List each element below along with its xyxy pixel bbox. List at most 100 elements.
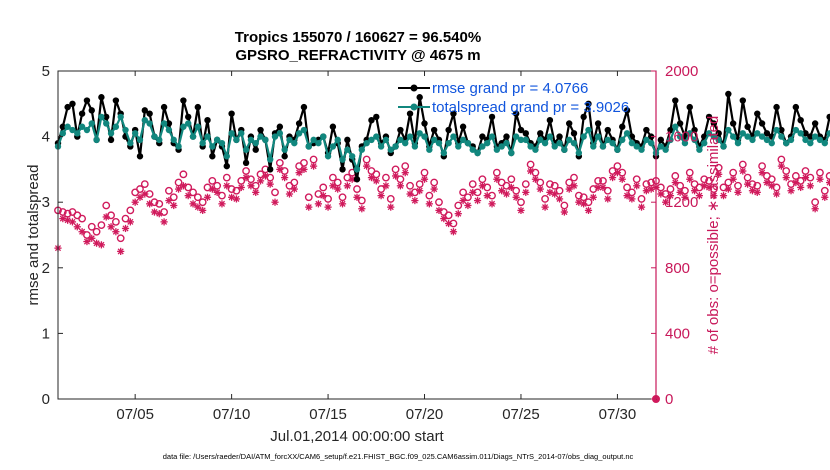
x-tick-label: 07/05 [116,406,154,423]
totalspread-point [421,133,428,140]
totalspread-point [532,146,539,153]
rmse-point [209,153,216,160]
obs-possible-point [324,195,332,203]
obs-assimilated-point [459,196,467,205]
obs-assimilated-point [657,190,665,198]
obs-assimilated-point [662,198,670,206]
obs-assimilated-point [411,196,419,205]
x-tick-label: 07/15 [309,406,347,423]
x-tick-label: 07/25 [502,406,540,423]
obs-assimilated-point [772,190,781,198]
x-tick-label: 07/30 [599,406,637,423]
obs-possible-point [97,221,106,230]
rmse-point [556,133,563,140]
obs-assimilated-point [107,223,115,231]
x-tick-label: 07/20 [406,406,444,423]
totalspread-point [474,149,481,157]
y-tick-label-right: 1200 [665,194,698,211]
totalspread-point [469,146,476,153]
y-tick-label-right: 0 [665,391,673,408]
obs-assimilated-point [589,193,597,201]
obs-assimilated-point [690,187,699,195]
rmse-point [223,162,230,170]
rmse-point [266,166,274,173]
obs-assimilated-point [160,218,168,226]
obs-assimilated-point [676,188,684,196]
obs-assimilated-point [637,203,646,211]
obs-assimilated-point [121,224,130,233]
rmse-point [797,117,804,124]
totalspread-point [744,133,751,140]
obs-possible-point [218,191,226,200]
rmse-point [594,120,602,127]
totalspread-point [512,133,520,140]
totalspread-point [146,120,153,127]
totalspread-point [585,126,592,134]
rmse-point [445,126,452,134]
obs-assimilated-point [811,205,819,213]
totalspread-point [493,146,501,153]
totalspread-point [262,136,269,144]
rmse-point [826,113,830,121]
obs-possible-point [121,214,130,223]
obs-possible-point [521,180,530,189]
rmse-point [242,159,250,167]
y-tick-label-right: 800 [665,260,690,277]
obs-assimilated-point [252,188,260,196]
obs-assimilated-point [502,190,511,198]
totalspread-point [715,136,722,144]
rmse-point [479,133,486,140]
y-tick-label-right: 2000 [665,63,698,80]
obs-assimilated-point [454,210,462,218]
legend-label-totalspread: totalspread grand pr = 3.9026 [432,99,629,116]
obs-assimilated-point [493,175,501,183]
legend: rmse grand pr = 4.0766 totalspread grand… [398,80,629,116]
obs-assimilated-point [633,182,641,190]
totalspread-point [165,126,173,134]
x-axis: 07/05 07/10 07/15 07/20 07/25 07/30 [116,71,636,423]
obs-possible-point [382,173,390,182]
totalspread-point [619,136,626,144]
rmse-point [773,103,780,111]
obs-assimilated-point [623,192,631,200]
totalspread-point [397,136,404,144]
obs-possible-point [271,188,279,197]
totalspread-point [242,146,250,153]
totalspread-point [479,143,486,150]
totalspread-point [807,139,814,147]
rmse-point [739,97,747,104]
totalspread-point [701,139,708,147]
totalspread-point [696,146,703,153]
rmse-point [546,117,554,124]
obs-assimilated-point [367,174,376,182]
totalspread-point [78,123,86,130]
obs-assimilated-point [290,185,298,193]
totalspread-point [440,149,448,157]
obs-assimilated-point [208,185,216,193]
obs-assimilated-point [358,205,366,213]
totalspread-point [826,130,830,137]
obs-assimilated-point [218,200,226,208]
totalspread-point [83,126,91,134]
totalspread-point [498,143,505,150]
obs-assimilated-point [531,175,540,183]
totalspread-point [725,126,732,134]
obs-possible-point [550,181,559,190]
obs-assimilated-point [285,190,294,198]
rmse-point [604,126,611,134]
obs-possible-point [357,196,366,205]
totalspread-point [749,136,756,144]
obs-assimilated-point [744,180,752,188]
rmse-point [257,126,264,134]
rmse-point [792,103,800,111]
obs-possible-point [406,181,414,190]
obs-assimilated-point [184,192,192,200]
rmse-point [672,97,679,104]
rmse-point [185,113,192,121]
totalspread-point [141,117,149,124]
obs-possible-point [102,201,111,210]
series-rmse [54,90,830,183]
obs-possible-point [541,195,549,203]
obs-assimilated-point [570,182,578,190]
totalspread-point [643,136,650,144]
